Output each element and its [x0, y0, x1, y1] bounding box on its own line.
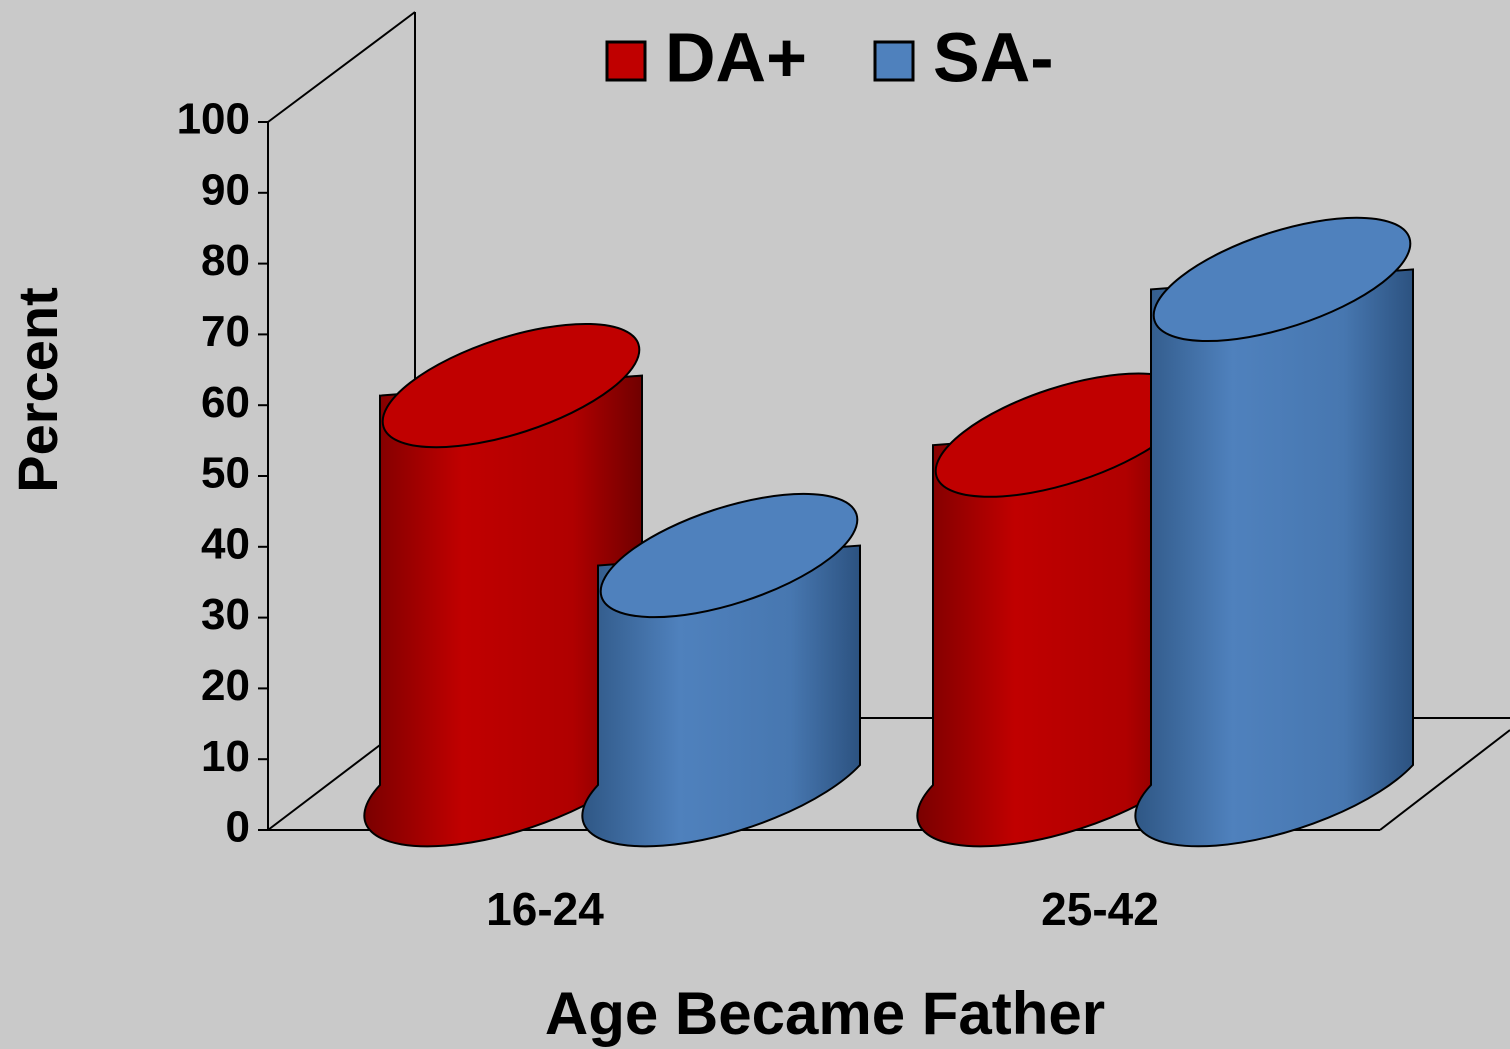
y-tick-label: 30	[201, 590, 250, 639]
legend-label: SA-	[933, 18, 1054, 96]
y-tick-label: 90	[201, 165, 250, 214]
cylinder-top	[381, 322, 641, 449]
cylinder	[363, 322, 643, 848]
cylinder-top	[1152, 216, 1412, 343]
y-tick-label: 10	[201, 732, 250, 781]
x-tick-label: 25-42	[1041, 883, 1159, 935]
x-tick-label: 16-24	[486, 883, 604, 935]
y-tick-label: 70	[201, 307, 250, 356]
cylinder-top	[599, 492, 859, 619]
legend-swatch	[873, 40, 915, 82]
cylinder	[581, 492, 861, 848]
y-tick-label: 60	[201, 378, 250, 427]
y-tick-label: 80	[201, 236, 250, 285]
x-axis-title: Age Became Father	[545, 980, 1105, 1047]
cylinder-body	[1134, 268, 1414, 848]
y-tick-label: 20	[201, 661, 250, 710]
y-tick-label: 100	[177, 95, 250, 144]
y-axis-title: Percent	[6, 287, 69, 492]
cylinder-body	[581, 544, 861, 848]
legend-swatch	[605, 40, 647, 82]
y-tick-label: 40	[201, 519, 250, 568]
cylinder	[1134, 216, 1414, 848]
legend-label: DA+	[665, 18, 807, 96]
y-tick-label: 50	[201, 449, 250, 498]
y-tick-label: 0	[226, 803, 250, 852]
